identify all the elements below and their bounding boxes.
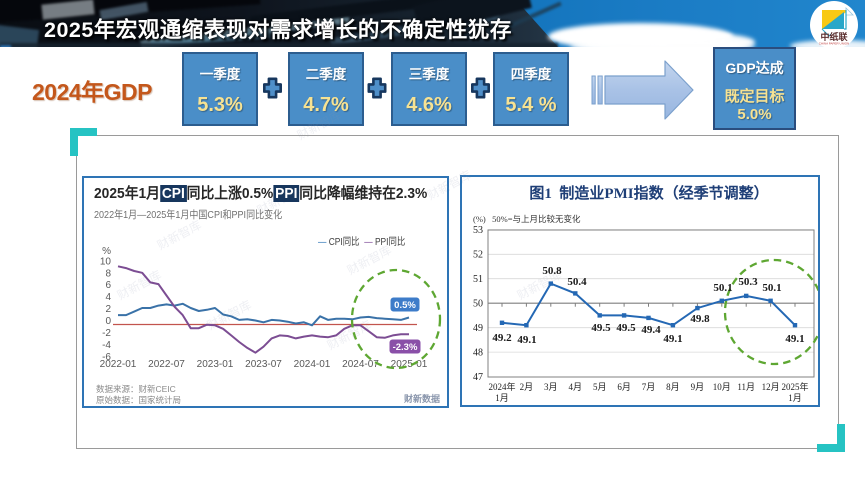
svg-text:49.1: 49.1 bbox=[785, 333, 804, 345]
svg-text:8: 8 bbox=[105, 268, 111, 279]
svg-text:50.1: 50.1 bbox=[762, 282, 781, 294]
svg-text:2025年: 2025年 bbox=[781, 381, 808, 392]
svg-text:4: 4 bbox=[105, 292, 111, 303]
svg-text:3月: 3月 bbox=[544, 382, 558, 392]
svg-text:7月: 7月 bbox=[642, 382, 656, 392]
svg-text:-2: -2 bbox=[102, 328, 111, 339]
svg-text:50: 50 bbox=[473, 298, 483, 309]
svg-text:中纸联: 中纸联 bbox=[820, 31, 848, 42]
svg-text:财新智库: 财新智库 bbox=[424, 167, 473, 203]
svg-text:53: 53 bbox=[473, 225, 483, 236]
svg-text:2: 2 bbox=[105, 304, 111, 315]
svg-text:49: 49 bbox=[473, 323, 483, 334]
svg-text:2月: 2月 bbox=[520, 382, 534, 392]
svg-text:50.3: 50.3 bbox=[738, 276, 758, 288]
svg-text:12月: 12月 bbox=[762, 382, 780, 392]
svg-text:47: 47 bbox=[473, 372, 483, 383]
svg-text:财新智库: 财新智库 bbox=[204, 297, 253, 333]
svg-text:2024年: 2024年 bbox=[488, 381, 515, 392]
svg-text:48: 48 bbox=[473, 347, 483, 358]
svg-text:1月: 1月 bbox=[788, 393, 802, 403]
svg-text:财新智库: 财新智库 bbox=[294, 107, 343, 143]
svg-text:-4: -4 bbox=[102, 340, 111, 351]
svg-text:10: 10 bbox=[100, 256, 112, 267]
svg-text:9月: 9月 bbox=[691, 382, 705, 392]
svg-text:CHINA PAPER UNION: CHINA PAPER UNION bbox=[819, 42, 849, 46]
svg-text:-2.3%: -2.3% bbox=[393, 342, 418, 353]
svg-text:-6: -6 bbox=[102, 352, 111, 363]
svg-text:2022-07: 2022-07 bbox=[148, 359, 185, 370]
svg-text:49.5: 49.5 bbox=[591, 322, 611, 334]
svg-text:6: 6 bbox=[105, 280, 111, 291]
svg-text:50.1: 50.1 bbox=[713, 282, 732, 294]
svg-text:10月: 10月 bbox=[713, 382, 731, 392]
svg-text:49.8: 49.8 bbox=[690, 313, 710, 325]
svg-text:50.4: 50.4 bbox=[567, 276, 587, 288]
svg-text:11月: 11月 bbox=[737, 382, 755, 392]
svg-text:2022-01: 2022-01 bbox=[100, 359, 137, 370]
svg-text:50.8: 50.8 bbox=[542, 265, 562, 277]
svg-text:2024-01: 2024-01 bbox=[294, 359, 331, 370]
svg-text:2023-07: 2023-07 bbox=[245, 359, 282, 370]
svg-text:2025-01: 2025-01 bbox=[391, 359, 428, 370]
svg-text:%: % bbox=[102, 246, 111, 257]
svg-text:51: 51 bbox=[473, 274, 483, 285]
svg-text:52: 52 bbox=[473, 250, 483, 261]
svg-text:1月: 1月 bbox=[495, 393, 509, 403]
svg-text:财新智库: 财新智库 bbox=[154, 217, 203, 253]
svg-text:8月: 8月 bbox=[666, 382, 680, 392]
svg-text:5月: 5月 bbox=[593, 382, 607, 392]
svg-text:4月: 4月 bbox=[569, 382, 583, 392]
svg-text:2023-01: 2023-01 bbox=[197, 359, 234, 370]
svg-text:49.2: 49.2 bbox=[492, 332, 512, 344]
svg-text:0.5%: 0.5% bbox=[394, 300, 416, 311]
svg-text:财新智库: 财新智库 bbox=[324, 317, 373, 353]
svg-text:49.4: 49.4 bbox=[641, 324, 661, 336]
svg-text:2024-07: 2024-07 bbox=[342, 359, 379, 370]
svg-text:6月: 6月 bbox=[617, 382, 631, 392]
svg-text:0: 0 bbox=[105, 316, 111, 327]
svg-text:49.1: 49.1 bbox=[663, 333, 682, 345]
svg-text:49.5: 49.5 bbox=[616, 322, 636, 334]
svg-text:49.1: 49.1 bbox=[517, 334, 536, 346]
